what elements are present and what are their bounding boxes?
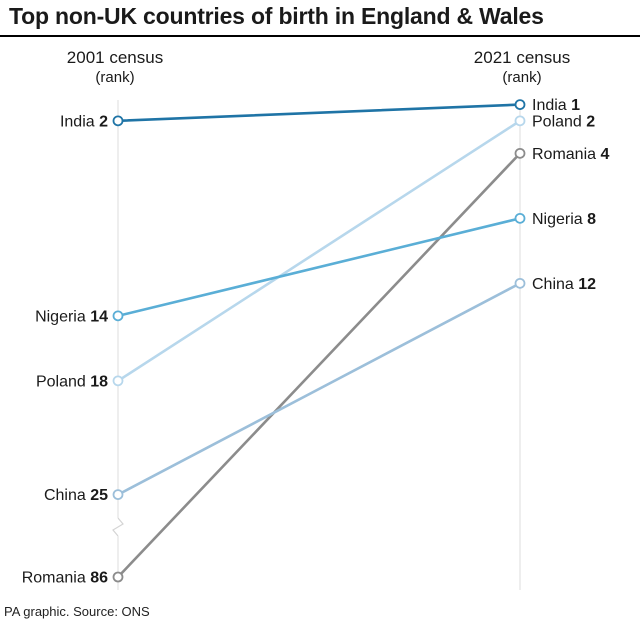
series-labels: India 2 India 1 Poland 18 Poland 2 Romania 8… (22, 97, 610, 586)
label-2001-china: China 25 (44, 487, 108, 504)
axis-break (112, 517, 124, 537)
series-line-nigeria (116, 217, 522, 318)
series-lines (116, 103, 522, 579)
series-line-poland (116, 119, 522, 383)
series-line-romania (116, 152, 522, 579)
label-2001-india: India 2 (60, 113, 108, 130)
point-2021-poland (514, 115, 526, 127)
point-2001-india (112, 115, 124, 127)
label-2001-poland: Poland 18 (36, 373, 108, 390)
left-column-header: 2001 census (rank) (40, 48, 190, 88)
point-2021-romania (514, 147, 526, 159)
point-2021-china (514, 277, 526, 289)
label-2001-romania: Romania 86 (22, 570, 108, 587)
label-2021-nigeria: Nigeria 8 (532, 211, 596, 228)
chart-title: Top non-UK countries of birth in England… (9, 3, 544, 29)
point-2001-poland (112, 375, 124, 387)
left-column-title: 2001 census (66, 48, 164, 67)
point-2001-romania (112, 571, 124, 583)
left-column-subtitle: (rank) (95, 69, 135, 86)
label-2021-romania: Romania 4 (532, 146, 609, 163)
label-2021-poland: Poland 2 (532, 113, 595, 130)
right-column-subtitle: (rank) (502, 69, 542, 86)
point-2001-china (112, 489, 124, 501)
right-column-header: 2021 census (rank) (447, 48, 597, 88)
point-2021-nigeria (514, 212, 526, 224)
series-line-india (116, 103, 522, 123)
point-2001-nigeria (112, 310, 124, 322)
label-2021-china: China 12 (532, 276, 596, 293)
source-note: PA graphic. Source: ONS (4, 604, 150, 619)
right-column-title: 2021 census (473, 48, 571, 67)
label-2021-india: India 1 (532, 97, 580, 114)
series-points (112, 99, 526, 583)
point-2021-india (514, 99, 526, 110)
label-2001-nigeria: Nigeria 14 (35, 308, 108, 325)
title-rule (0, 35, 640, 37)
series-line-china (116, 282, 522, 496)
